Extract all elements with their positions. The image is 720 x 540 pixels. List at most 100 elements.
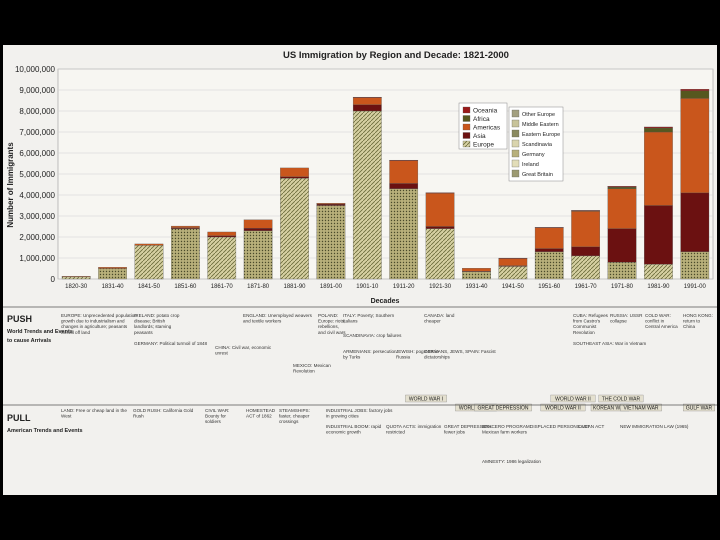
bar-asia-1951-60 (534, 248, 564, 252)
bar-asia-1921-30 (425, 226, 455, 229)
y-tick-label: 0 (51, 275, 56, 284)
bar-americas-1991-00 (680, 98, 710, 194)
y-tick-label: 9,000,000 (19, 86, 55, 95)
bar-europe-1831-40 (98, 268, 127, 280)
note-item: RUSSIA: USSR collapse (610, 313, 643, 324)
legend-swatch-asia (462, 132, 471, 139)
bar-europe-1961-70 (571, 255, 600, 280)
bar-asia-1861-70 (207, 235, 237, 238)
pull-subheading: American Trends and Events (7, 428, 83, 434)
bar-americas-1981-90 (644, 131, 673, 206)
bar-asia-1881-90 (280, 176, 309, 179)
bar-oceania-1921-30 (425, 192, 455, 194)
y-tick-label: 3,000,000 (19, 212, 55, 221)
note-item: AMNESTY: 1986 legalization (482, 459, 541, 464)
note-item: SCANDINAVIA: crop failures (343, 333, 402, 338)
bar-americas-1891-00 (316, 203, 346, 205)
note-item: EUROPE: Unprecedented population growth d… (61, 313, 137, 335)
bar-europe-1891-00 (316, 205, 346, 280)
y-tick-label: 2,000,000 (19, 233, 55, 242)
legend-swatch-oceania (462, 106, 471, 114)
bar-americas-1911-20 (389, 160, 419, 184)
europe-legend-swatch (511, 129, 520, 138)
note-item: ITALY: Poverty; Southern Italians (343, 313, 395, 324)
europe-legend-swatch (511, 169, 520, 178)
event-band (620, 403, 662, 412)
europe-legend-label: Germany (522, 152, 545, 158)
push-subheading-2: to cause Arrivals (7, 338, 51, 344)
event-band-label: GREAT DEPRESSION (478, 406, 529, 412)
note-item: ENGLAND: Unemployed weavers and textile w… (243, 313, 313, 324)
bar-asia-1901-10 (352, 104, 382, 112)
bar-europe-1911-20 (389, 188, 419, 280)
x-tick-label: 1941-50 (502, 284, 525, 290)
bar-americas-1921-30 (425, 192, 455, 227)
bar-oceania-1971-80 (607, 186, 637, 188)
bar-europe-1941-50 (498, 266, 528, 280)
note-item: INDUSTRIAL JOBS: factory jobs in growing … (326, 408, 393, 419)
europe-legend-label: Middle Eastern (522, 122, 559, 128)
x-ticks: 1820-30 1831-40 1841-50 1851-60 1861-70 1871-… (65, 284, 706, 290)
legend-label-europe: Europe (473, 142, 494, 149)
note-item: IRELAND: potato crop disease; British land… (134, 313, 180, 335)
europe-legend-swatch (511, 139, 520, 148)
event-band (540, 403, 586, 412)
event-band-label: WORLD WAR I (409, 397, 443, 403)
y-tick-label: 4,000,000 (19, 191, 55, 200)
x-tick-label: 1911-20 (393, 284, 415, 290)
bar-oceania-1951-60 (534, 227, 564, 228)
europe-legend-swatch (511, 119, 520, 128)
chart-svg: US Immigration by Region and Decade: 182… (3, 50, 717, 495)
europe-legend-label: Ireland (522, 162, 539, 168)
note-item: INDUSTRIAL BOOM: rapid economic growth (326, 424, 382, 435)
grid (58, 68, 713, 280)
legend-swatch-americas (462, 123, 471, 131)
bar-asia-1981-90 (644, 205, 673, 265)
bar-oceania-1961-70 (571, 210, 600, 211)
bar-europe-1991-00 (680, 251, 710, 280)
note-item: CUBAN ACT (578, 424, 604, 429)
note-item: HOMESTEAD ACT of 1862 (246, 408, 276, 419)
bar-oceania-1991-00 (680, 89, 710, 91)
legend-swatch-africa (462, 115, 471, 122)
x-tick-label: 1961-70 (575, 284, 598, 290)
y-tick-label: 8,000,000 (19, 107, 55, 116)
bar-africa-1981-90 (644, 127, 673, 133)
bar-europe-1951-60 (534, 251, 564, 280)
y-tick-label: 10,000,000 (15, 65, 56, 74)
legend-label-americas: Americas (473, 125, 501, 132)
note-item: GERMANS, JEWS, SPAIN: Fascist dictatorshi… (424, 349, 496, 360)
event-band-label: WORLD WAR II (555, 397, 591, 403)
bar-europe-1921-30 (425, 228, 455, 280)
x-tick-label: 1831-40 (102, 284, 125, 290)
note-item: GERMANY: Political turmoil of 1848 (134, 341, 207, 346)
y-tick-label: 1,000,000 (19, 254, 55, 263)
event-band (683, 403, 715, 412)
event-band-label: VIETNAM WAR (623, 406, 658, 412)
x-tick-label: 1871-80 (247, 284, 270, 290)
note-item: LAND: Free or cheap land in the West (61, 408, 127, 419)
x-tick-label: 1901-10 (356, 284, 379, 290)
note-item: COLD WAR: conflict in Central America (645, 313, 678, 329)
note-item: CHINA: Civil war, economic unrest (215, 345, 272, 356)
bar-americas-1820-30 (61, 276, 91, 278)
x-tick-label: 1861-70 (211, 284, 234, 290)
bar-africa-1971-80 (607, 186, 637, 189)
x-tick-label: 1951-60 (538, 284, 561, 290)
bar-europe-1881-90 (280, 178, 309, 280)
europe-legend-label: Great Britain (522, 172, 553, 178)
legend-swatch-europe (462, 140, 471, 148)
bar-europe-1851-60 (171, 228, 200, 280)
bar-asia-1991-00 (680, 192, 710, 252)
europe-legend-label: Scandinavia (522, 142, 553, 148)
y-tick-label: 6,000,000 (19, 149, 55, 158)
bar-europe-1841-50 (134, 245, 164, 280)
note-item: DISPLACED PERSONS ACT (530, 424, 590, 429)
x-tick-label: 1881-90 (284, 284, 307, 290)
europe-legend-swatch (511, 159, 520, 168)
y-tick-label: 5,000,000 (19, 170, 55, 179)
push-section: PUSH World Trends and Events to cause Ar… (7, 313, 713, 374)
note-item: BRACERO PROGRAM: Mexican farm workers (482, 424, 531, 435)
